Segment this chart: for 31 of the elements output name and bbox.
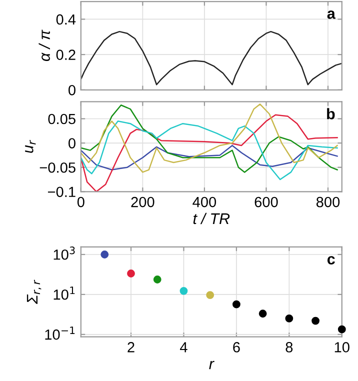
y-tick-label: 0.4 <box>56 14 76 25</box>
x-axis-title: t / TR <box>193 212 230 224</box>
y-tick-label: 10$^{1}$ <box>54 286 75 300</box>
annotation: a <box>327 10 336 19</box>
x-tick-label: 0 <box>77 196 84 208</box>
y-axis-title: u$_{r}$ <box>25 140 36 153</box>
y-tick-label: 10$^{−1}$ <box>45 326 75 340</box>
line-series <box>80 144 338 170</box>
annotation: b <box>327 108 335 120</box>
y-tick-label: −0.05 <box>40 162 76 173</box>
y-axis-title: Σ$_{r,r}$ <box>26 280 42 304</box>
annotation: c <box>327 256 335 264</box>
x-tick-label: 8 <box>286 342 293 352</box>
x-tick-label: 10 <box>334 342 350 352</box>
x-tick-label: 200 <box>131 196 154 208</box>
line-series <box>80 120 338 180</box>
y-axis-title: α / π <box>38 30 50 62</box>
x-tick-label: 600 <box>254 196 278 208</box>
y-tick-label: −0.1 <box>48 186 76 198</box>
y-tick-label: 10$^{3}$ <box>54 246 75 260</box>
x-tick-label: 400 <box>192 196 216 208</box>
x-tick-label: 4 <box>180 342 188 352</box>
line-series <box>80 30 342 86</box>
y-tick-label: 0 <box>68 138 76 148</box>
x-tick-label: 2 <box>128 342 134 352</box>
x-tick-label: 6 <box>233 342 240 352</box>
y-tick-label: 0 <box>68 85 76 96</box>
y-tick-label: 0.05 <box>48 114 76 124</box>
y-tick-label: 0.2 <box>56 50 76 60</box>
x-tick-label: 800 <box>316 196 340 208</box>
x-axis-title: r <box>209 360 214 370</box>
